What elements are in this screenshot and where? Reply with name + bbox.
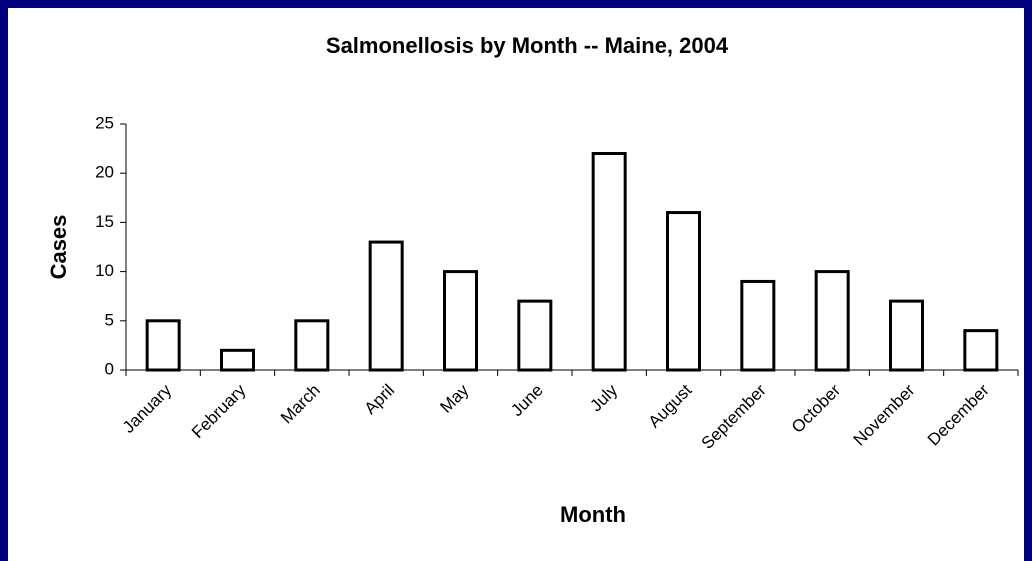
y-tick-label: 0 <box>105 359 114 378</box>
x-tick-label: December <box>924 380 993 449</box>
bar <box>368 240 404 372</box>
y-tick-label: 5 <box>105 310 114 329</box>
y-tick-label: 25 <box>95 113 114 132</box>
bar <box>740 279 776 372</box>
bar <box>145 319 181 372</box>
x-tick-label: November <box>850 380 919 449</box>
y-tick-label: 20 <box>95 163 114 182</box>
bar <box>666 211 701 372</box>
bar <box>963 329 999 372</box>
bar <box>591 152 627 372</box>
bar <box>220 348 255 372</box>
x-tick-label: October <box>788 380 844 436</box>
x-tick-label: February <box>188 380 250 442</box>
x-tick-label: July <box>586 380 621 415</box>
bar <box>443 270 478 372</box>
bar <box>889 299 924 372</box>
x-tick-label: June <box>507 381 547 421</box>
x-tick-label: April <box>361 381 398 418</box>
y-tick-label: 15 <box>95 212 114 231</box>
x-axis-label: Month <box>560 502 626 527</box>
bar <box>517 299 553 372</box>
y-tick-label: 10 <box>95 261 114 280</box>
bar <box>814 270 850 372</box>
bar <box>294 319 330 372</box>
x-tick-label: September <box>698 380 770 452</box>
x-tick-label: May <box>436 380 472 416</box>
x-tick-label: January <box>119 380 176 437</box>
y-axis-label: Cases <box>46 215 71 280</box>
chart-title: Salmonellosis by Month -- Maine, 2004 <box>326 33 729 58</box>
x-tick-label: August <box>645 380 696 431</box>
x-tick-label: March <box>277 381 324 428</box>
